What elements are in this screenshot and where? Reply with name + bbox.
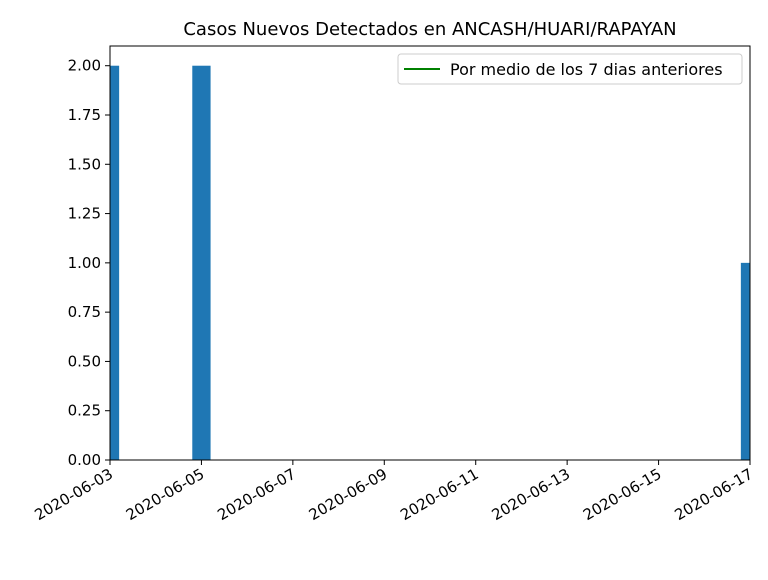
legend-box: [397, 53, 743, 85]
y-tick-label: 0.00: [68, 451, 101, 469]
legend: Por medio de los 7 dias anteriores: [397, 53, 743, 85]
x-tick-label: 2020-06-09: [306, 465, 391, 524]
bar-2020-06-05: [192, 65, 211, 460]
y-tick-label: 1.75: [68, 106, 101, 124]
bar-2020-06-17: [740, 262, 750, 460]
bar-2020-06-03: [110, 65, 120, 460]
x-tick-label: 2020-06-15: [580, 465, 665, 524]
y-tick-label: 0.50: [68, 352, 101, 370]
plot-frame: [109, 45, 751, 461]
bars-layer: [110, 65, 750, 460]
x-tick-label: 2020-06-05: [123, 465, 208, 524]
chart-title: Casos Nuevos Detectados en ANCASH/HUARI/…: [183, 19, 676, 40]
x-tick-label: 2020-06-07: [214, 465, 299, 524]
y-tick-label: 1.00: [68, 254, 101, 272]
y-axis: 0.00 0.25 0.50 0.75 1.00 1.25 1.50 1.75 2.00: [68, 57, 110, 469]
y-tick-label: 1.50: [68, 155, 101, 173]
legend-label: Por medio de los 7 dias anteriores: [450, 60, 723, 79]
y-tick-label: 0.25: [68, 402, 101, 420]
x-tick-label: 2020-06-11: [397, 465, 482, 524]
y-tick-label: 0.75: [68, 303, 101, 321]
x-tick-label: 2020-06-03: [31, 465, 116, 524]
y-tick-label: 2.00: [68, 57, 101, 75]
y-tick-label: 1.25: [68, 205, 101, 223]
x-tick-label: 2020-06-13: [489, 465, 574, 524]
x-axis: 2020-06-03 2020-06-05 2020-06-07 2020-06-09…: [31, 460, 756, 524]
x-tick-label: 2020-06-17: [671, 465, 756, 524]
